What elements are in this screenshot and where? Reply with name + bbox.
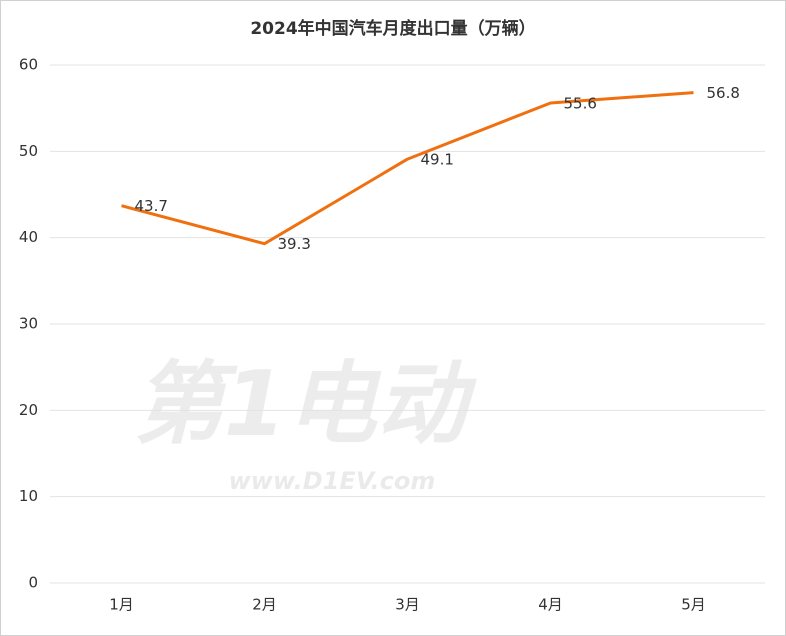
data-label: 55.6 bbox=[564, 94, 597, 112]
y-tick-label: 30 bbox=[19, 315, 38, 333]
y-tick-label: 20 bbox=[19, 401, 38, 419]
data-label: 56.8 bbox=[707, 84, 740, 102]
y-tick-label: 60 bbox=[19, 56, 38, 74]
data-label: 49.1 bbox=[421, 151, 454, 169]
watermark: 第1电动 bbox=[134, 352, 478, 457]
y-tick-label: 10 bbox=[19, 487, 38, 505]
data-label: 39.3 bbox=[278, 235, 311, 253]
watermark-url: www.D1EV.com bbox=[229, 467, 436, 495]
x-tick-label: 2月 bbox=[252, 596, 277, 614]
x-tick-label: 4月 bbox=[538, 596, 563, 614]
chart-title: 2024年中国汽车月度出口量（万辆） bbox=[250, 18, 535, 39]
y-tick-label: 40 bbox=[19, 228, 38, 246]
y-tick-label: 50 bbox=[19, 142, 38, 160]
data-label: 43.7 bbox=[135, 197, 168, 215]
x-tick-label: 3月 bbox=[395, 596, 420, 614]
line bbox=[121, 91, 694, 246]
y-tick-label: 0 bbox=[28, 574, 38, 592]
x-tick-label: 1月 bbox=[109, 596, 134, 614]
x-tick-label: 5月 bbox=[681, 596, 706, 614]
